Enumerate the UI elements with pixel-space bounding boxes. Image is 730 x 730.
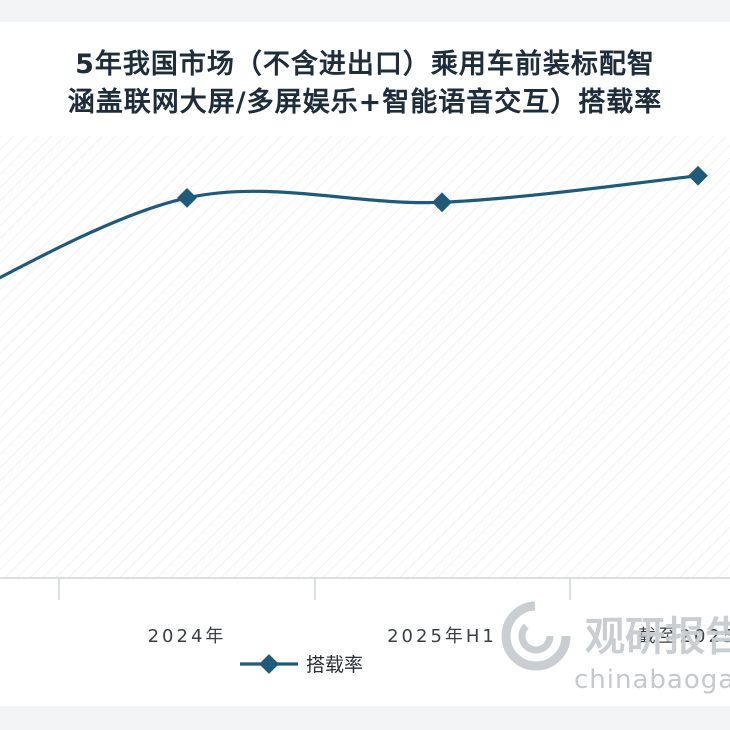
x-tick-label: 2024年 <box>148 626 227 647</box>
data-point-marker <box>432 192 452 213</box>
chart-card: 2024年 2025年H1 截至2025年 搭载率 观研报告 chinabaogao… <box>0 22 730 706</box>
legend-marker <box>259 654 279 674</box>
plot-area <box>0 136 730 578</box>
watermark-logo-icon <box>501 601 571 671</box>
watermark: 观研报告 chinabaogao <box>501 601 730 695</box>
chart-svg: 2024年 2025年H1 截至2025年 搭载率 观研报告 chinabaogao <box>0 136 730 695</box>
chart-title-line-2: 涵盖联网大屏/多屏娱乐+智能语音交互）搭载率 <box>67 87 663 118</box>
watermark-cn: 观研报告 <box>585 614 730 660</box>
x-tick-label: 2025年H1 <box>387 626 497 647</box>
chart-title-line-1: 5年我国市场（不含进出口）乘用车前装标配智 <box>75 49 655 80</box>
series-line-搭载率 <box>0 174 699 280</box>
data-point-marker <box>177 187 197 208</box>
x-tick-label: 截至2025年 <box>638 626 730 647</box>
watermark-en: chinabaogao <box>574 665 730 695</box>
legend: 搭载率 <box>240 654 363 676</box>
legend-label: 搭载率 <box>306 654 363 676</box>
